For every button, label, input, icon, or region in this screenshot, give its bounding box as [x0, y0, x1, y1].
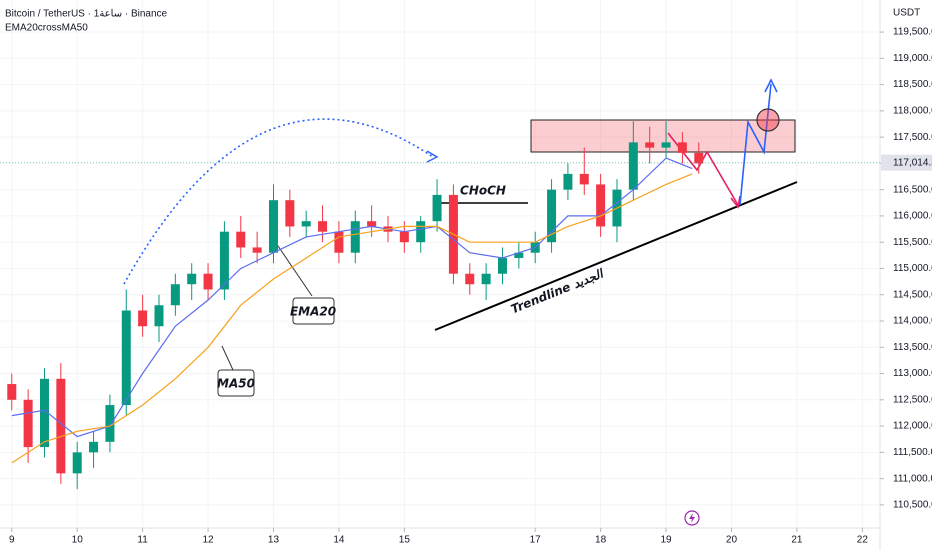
candle-body: [579, 173, 589, 185]
dotted-arc: [123, 118, 434, 285]
x-tick-label: 9: [9, 535, 15, 546]
y-tick-label: 111,000.00: [893, 473, 932, 484]
y-tick-label: 115,000.00: [893, 263, 932, 274]
candle-body: [563, 173, 573, 190]
indicator-line: [11, 173, 693, 464]
candle-body: [138, 310, 148, 327]
candle-body: [432, 194, 442, 222]
candle-body: [170, 284, 180, 306]
candle-body: [203, 273, 213, 290]
candle-body: [514, 252, 524, 258]
ma50-callout: [217, 369, 255, 397]
candle-body: [23, 399, 33, 448]
candle-body: [481, 273, 491, 285]
candle-body: [628, 142, 638, 190]
y-tick-label: 112,500.00: [893, 394, 932, 405]
y-tick-label: 113,000.00: [893, 368, 932, 379]
y-tick-label: 112,000.00: [893, 421, 932, 432]
indicator-line: [11, 157, 693, 438]
ema20-pointer: [275, 242, 313, 297]
candle-body: [39, 378, 49, 448]
target-circle: [756, 108, 780, 132]
event-icon[interactable]: [684, 510, 700, 526]
candle-body: [72, 452, 82, 474]
x-tick-label: 12: [202, 535, 214, 546]
candle-body: [596, 184, 606, 227]
blue-path: [739, 83, 772, 206]
chart-title: Bitcoin / TetherUS · 1ساعة · Binance: [5, 9, 168, 20]
ma50-label: MA50: [217, 377, 255, 391]
x-tick-label: 22: [857, 535, 869, 546]
y-tick-label: 118,500.00: [893, 79, 932, 90]
candle-body: [465, 273, 475, 285]
candle-body: [7, 384, 17, 400]
y-tick-label: 110,500.00: [893, 500, 932, 511]
ema20-label: EMA20: [290, 305, 336, 319]
candle-body: [497, 257, 507, 274]
candle-body: [105, 405, 115, 442]
y-tick-label: 113,500.00: [893, 342, 932, 353]
last-price-label: 117,014.30: [893, 157, 932, 168]
y-tick-label: 114,000.00: [893, 316, 932, 327]
ema20-callout: [292, 297, 335, 325]
candle-body: [219, 231, 229, 290]
x-tick-label: 11: [137, 535, 148, 546]
candle-body: [399, 231, 409, 243]
choch-label: CHoCH: [460, 184, 506, 198]
candle-body: [645, 142, 655, 148]
chart-subtitle: EMA20crossMA50: [5, 23, 88, 34]
y-tick-label: 118,000.00: [893, 105, 932, 116]
red-arrowhead: [730, 195, 741, 209]
y-tick-label: 111,500.00: [893, 447, 932, 458]
x-tick-label: 13: [268, 535, 280, 546]
y-tick-label: 116,500.00: [893, 184, 932, 195]
y-tick-label: 119,000.00: [893, 53, 932, 64]
candle-body: [56, 378, 66, 474]
candle-body: [677, 142, 687, 153]
candle-body: [285, 200, 295, 227]
x-tick-label: 18: [595, 535, 607, 546]
plot: [0, 121, 880, 490]
candle-body: [694, 152, 704, 164]
x-tick-label: 19: [660, 535, 672, 546]
y-tick-label: 115,500.00: [893, 237, 932, 248]
event-bolt: [689, 513, 695, 523]
candle-body: [268, 200, 278, 253]
candle-body: [416, 221, 426, 243]
arc-arrowhead: [426, 150, 439, 163]
y-tick-label: 116,000.00: [893, 211, 932, 222]
y-tick-label: 119,500.00: [893, 27, 932, 38]
blue-arrowhead: [764, 78, 778, 93]
x-tick-label: 14: [333, 535, 345, 546]
candle-body: [367, 221, 377, 227]
last-price-box: [881, 154, 932, 171]
grid: [0, 0, 880, 528]
currency-label: USDT: [893, 8, 920, 19]
candle-body: [301, 221, 311, 227]
candle-body: [547, 189, 557, 243]
ma50-pointer: [221, 345, 234, 371]
candle-body: [154, 305, 164, 327]
candle-body: [350, 221, 360, 253]
y-tick-label: 117,500.00: [893, 132, 932, 143]
candle-body: [187, 273, 197, 285]
candle-body: [318, 221, 328, 232]
y-tick-label: 114,500.00: [893, 289, 932, 300]
candle-body: [89, 441, 99, 453]
candle-body: [236, 231, 246, 248]
candle-body: [661, 142, 671, 148]
x-tick-label: 21: [791, 535, 803, 546]
candle-body: [252, 247, 262, 253]
candle-body: [121, 310, 131, 406]
x-tick-label: 10: [72, 535, 84, 546]
x-tick-label: 15: [399, 535, 411, 546]
trendline: [434, 181, 798, 331]
x-tick-label: 17: [530, 535, 542, 546]
candle-body: [334, 231, 344, 253]
x-tick-label: 20: [726, 535, 738, 546]
